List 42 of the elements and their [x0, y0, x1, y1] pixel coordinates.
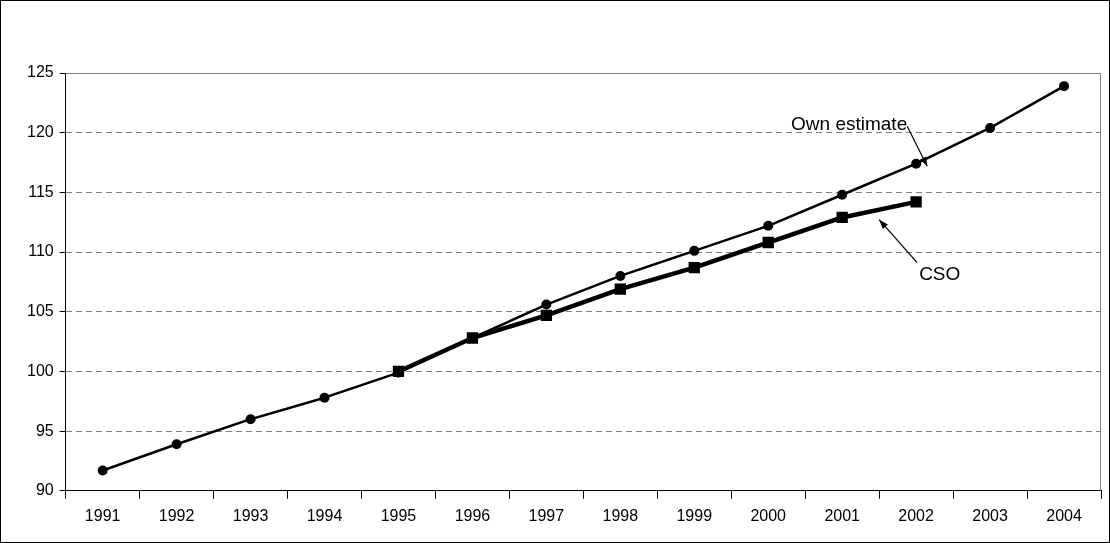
y-tick-label: 110	[28, 242, 54, 260]
x-tick-label: 2001	[824, 506, 861, 524]
y-tick-label: 90	[35, 481, 54, 499]
x-tick-label: 2004	[1046, 506, 1082, 524]
point	[837, 189, 848, 200]
point	[688, 261, 700, 274]
point	[171, 439, 182, 450]
x-tick-label: 1997	[528, 506, 565, 524]
point	[540, 309, 553, 321]
point	[319, 392, 330, 403]
x-tick-label: 1992	[158, 506, 195, 524]
x-tick-label: 1999	[676, 506, 713, 524]
y-tick-label: 120	[26, 123, 54, 141]
x-tick-label: 1991	[84, 506, 121, 524]
series-label: Own estimate	[791, 112, 908, 134]
point	[762, 236, 774, 249]
point	[97, 465, 108, 476]
point	[541, 299, 552, 310]
point	[836, 211, 848, 224]
x-tick-label: 1994	[306, 506, 343, 524]
point	[911, 158, 922, 169]
y-tick-label: 125	[26, 63, 54, 81]
x-tick-label: 1996	[454, 506, 491, 524]
point	[689, 245, 700, 256]
point	[985, 122, 996, 133]
y-tick-label: 115	[28, 182, 54, 200]
point	[245, 414, 256, 425]
x-tick-label: 2000	[750, 506, 787, 524]
y-tick-label: 100	[26, 361, 54, 379]
point	[763, 220, 774, 231]
point	[615, 270, 626, 281]
text: CSO	[919, 262, 961, 284]
point	[1059, 81, 1070, 92]
x-tick-label: 2002	[898, 506, 935, 524]
x-tick-label: 1998	[602, 506, 639, 524]
x-tick-label: 1995	[380, 506, 417, 524]
point	[910, 196, 922, 208]
y-tick-label: 95	[35, 421, 54, 439]
x-tick-label: 2003	[972, 506, 1008, 524]
point	[614, 283, 626, 295]
y-tick-label: 105	[26, 302, 54, 320]
x-tick-label: 1993	[232, 506, 269, 524]
